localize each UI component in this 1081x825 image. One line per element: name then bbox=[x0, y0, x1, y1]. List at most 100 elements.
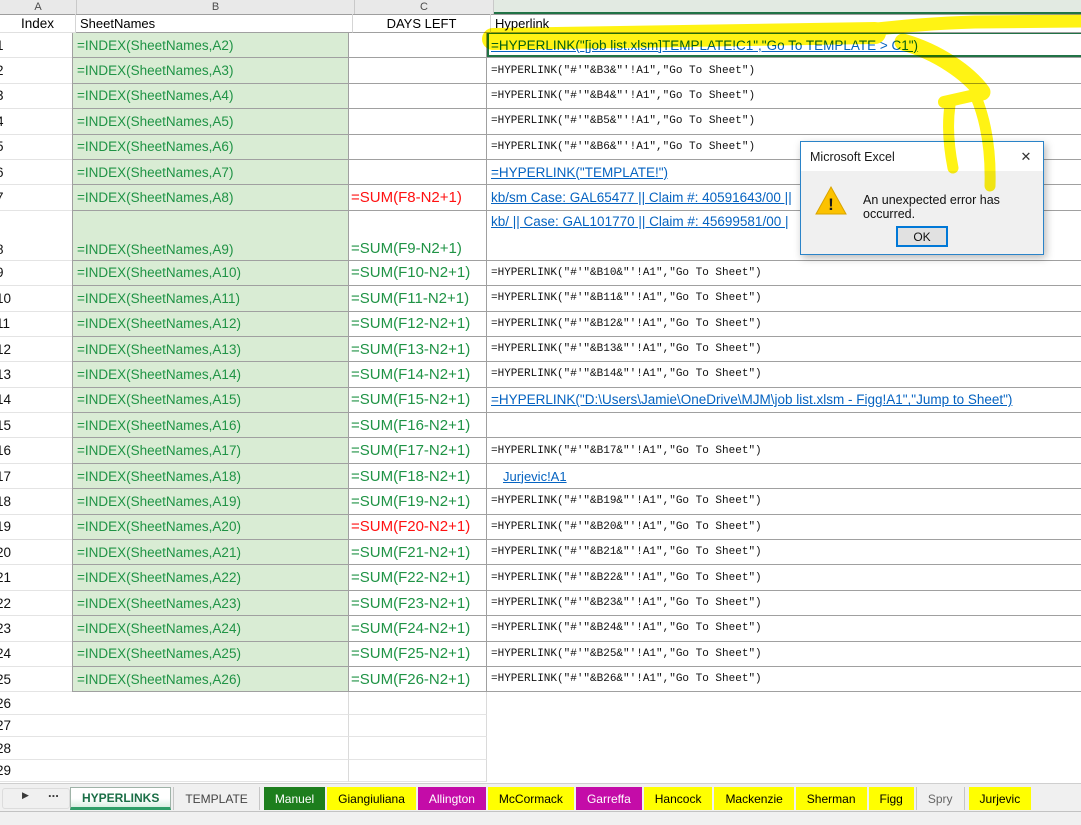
sheetname-formula-cell[interactable]: =INDEX(SheetNames,A14) bbox=[72, 362, 349, 388]
days-left-formula-cell[interactable]: =SUM(F14-N2+1) bbox=[349, 362, 487, 388]
hyperlink-cell[interactable]: =HYPERLINK("#'"&B6&"'!A1","Go To Sheet") bbox=[487, 135, 1081, 160]
index-cell[interactable]: 22 bbox=[0, 591, 72, 617]
cell-d1-hyperlink-header[interactable]: Hyperlink bbox=[491, 14, 1081, 33]
days-left-formula-cell[interactable] bbox=[349, 159, 487, 186]
sheet-tab-mccormack[interactable]: McCormack bbox=[487, 787, 574, 810]
cell-a1-index-header[interactable]: Index bbox=[0, 14, 76, 33]
index-cell[interactable]: 10 bbox=[0, 286, 72, 312]
sheetname-formula-cell[interactable]: =INDEX(SheetNames,A24) bbox=[72, 616, 349, 642]
days-left-formula-cell[interactable] bbox=[349, 109, 487, 135]
sheet-tab-sherman[interactable]: Sherman bbox=[795, 787, 867, 810]
index-cell[interactable]: 2 bbox=[0, 58, 72, 84]
days-left-formula-cell[interactable] bbox=[349, 33, 487, 59]
empty-cell[interactable] bbox=[487, 737, 1081, 760]
index-cell[interactable]: 3 bbox=[0, 84, 72, 110]
index-cell[interactable]: 14 bbox=[0, 388, 72, 414]
sheetname-formula-cell[interactable]: =INDEX(SheetNames,A2) bbox=[72, 33, 349, 59]
sheet-tab-mackenzie[interactable]: Mackenzie bbox=[714, 787, 794, 810]
hyperlink-cell[interactable]: =HYPERLINK("#'"&B3&"'!A1","Go To Sheet") bbox=[487, 58, 1081, 84]
sheet-tab-giangiuliana[interactable]: Giangiuliana bbox=[327, 787, 416, 810]
hyperlink-cell[interactable]: =HYPERLINK("D:\Users\Jamie\OneDrive\MJM\… bbox=[487, 388, 1081, 414]
index-cell[interactable]: 5 bbox=[0, 135, 72, 160]
hyperlink-cell[interactable]: =HYPERLINK("#'"&B10&"'!A1","Go To Sheet"… bbox=[487, 261, 1081, 287]
index-cell[interactable]: 7 bbox=[0, 185, 72, 211]
hyperlink-cell[interactable]: =HYPERLINK("#'"&B11&"'!A1","Go To Sheet"… bbox=[487, 286, 1081, 312]
days-left-formula-cell[interactable]: =SUM(F22-N2+1) bbox=[349, 565, 487, 591]
index-cell[interactable]: 21 bbox=[0, 565, 72, 591]
days-left-formula-cell[interactable]: =SUM(F25-N2+1) bbox=[349, 641, 487, 667]
empty-cell[interactable] bbox=[72, 759, 349, 783]
days-left-formula-cell[interactable]: =SUM(F16-N2+1) bbox=[349, 413, 487, 439]
days-left-formula-cell[interactable]: =SUM(F23-N2+1) bbox=[349, 590, 487, 617]
hyperlink-cell[interactable]: =HYPERLINK("TEMPLATE!") bbox=[487, 160, 1081, 186]
hyperlink-cell[interactable]: =HYPERLINK("#'"&B24&"'!A1","Go To Sheet"… bbox=[487, 616, 1081, 642]
column-header-a[interactable]: A bbox=[0, 0, 77, 14]
sheetname-formula-cell[interactable]: =INDEX(SheetNames,A23) bbox=[72, 590, 349, 617]
sheetname-formula-cell[interactable]: =INDEX(SheetNames,A25) bbox=[72, 641, 349, 667]
hyperlink-cell[interactable]: =HYPERLINK("#'"&B26&"'!A1","Go To Sheet"… bbox=[487, 667, 1081, 693]
index-cell[interactable]: 25 bbox=[0, 667, 72, 693]
days-left-formula-cell[interactable]: =SUM(F24-N2+1) bbox=[349, 616, 487, 642]
empty-cell[interactable] bbox=[349, 759, 487, 783]
index-cell[interactable]: 17 bbox=[0, 464, 72, 490]
hyperlink-cell[interactable]: =HYPERLINK("#'"&B17&"'!A1","Go To Sheet"… bbox=[487, 438, 1081, 464]
sheetname-formula-cell[interactable]: =INDEX(SheetNames,A16) bbox=[72, 413, 349, 439]
hyperlink-cell[interactable]: =HYPERLINK("#'"&B23&"'!A1","Go To Sheet"… bbox=[487, 591, 1081, 617]
days-left-formula-cell[interactable]: =SUM(F12-N2+1) bbox=[349, 311, 487, 337]
sheet-tab-figg[interactable]: Figg bbox=[868, 787, 914, 810]
index-cell[interactable]: 24 bbox=[0, 642, 72, 667]
sheetname-formula-cell[interactable]: =INDEX(SheetNames,A21) bbox=[72, 540, 349, 566]
days-left-formula-cell[interactable]: =SUM(F11-N2+1) bbox=[349, 286, 487, 312]
index-cell[interactable]: 9 bbox=[0, 261, 72, 287]
sheetname-formula-cell[interactable]: =INDEX(SheetNames,A18) bbox=[72, 463, 349, 490]
column-header-b[interactable]: B bbox=[77, 0, 355, 14]
sheetname-formula-cell[interactable]: =INDEX(SheetNames,A15) bbox=[72, 387, 349, 414]
hyperlink-cell[interactable]: =HYPERLINK("#'"&B12&"'!A1","Go To Sheet"… bbox=[487, 312, 1081, 337]
empty-cell[interactable] bbox=[487, 760, 1081, 783]
hyperlink-cell[interactable]: =HYPERLINK("#'"&B4&"'!A1","Go To Sheet") bbox=[487, 84, 1081, 110]
column-header-c[interactable]: C bbox=[355, 0, 494, 14]
empty-cell[interactable] bbox=[487, 715, 1081, 738]
sheetname-formula-cell[interactable]: =INDEX(SheetNames,A17) bbox=[72, 438, 349, 464]
sheet-tab-hyperlinks[interactable]: HYPERLINKS bbox=[70, 787, 172, 810]
sheetname-formula-cell[interactable]: =INDEX(SheetNames,A26) bbox=[72, 666, 349, 693]
index-cell[interactable]: 29 bbox=[0, 760, 72, 783]
empty-cell[interactable] bbox=[349, 714, 487, 738]
hyperlink-cell[interactable]: kb/ || Case: GAL101770 || Claim #: 45699… bbox=[487, 211, 1081, 261]
days-left-formula-cell[interactable]: =SUM(F21-N2+1) bbox=[349, 540, 487, 566]
sheetname-formula-cell[interactable]: =INDEX(SheetNames,A20) bbox=[72, 514, 349, 541]
hyperlink-cell[interactable]: =HYPERLINK("#'"&B22&"'!A1","Go To Sheet"… bbox=[487, 565, 1081, 591]
days-left-formula-cell[interactable] bbox=[349, 83, 487, 110]
hyperlink-cell[interactable]: Jurjevic!A1 bbox=[487, 464, 1081, 490]
index-cell[interactable]: 6 bbox=[0, 160, 72, 186]
index-cell[interactable]: 1 bbox=[0, 33, 72, 59]
hyperlink-cell[interactable]: =HYPERLINK("#'"&B21&"'!A1","Go To Sheet"… bbox=[487, 540, 1081, 566]
empty-cell[interactable] bbox=[72, 737, 349, 760]
index-cell[interactable]: 15 bbox=[0, 413, 72, 439]
sheetname-formula-cell[interactable]: =INDEX(SheetNames,A12) bbox=[72, 311, 349, 337]
hyperlink-cell[interactable] bbox=[487, 413, 1081, 439]
hyperlink-cell[interactable]: =HYPERLINK("#'"&B25&"'!A1","Go To Sheet"… bbox=[487, 642, 1081, 667]
index-cell[interactable]: 4 bbox=[0, 109, 72, 135]
sheet-tab-allington[interactable]: Allington bbox=[417, 787, 486, 810]
empty-cell[interactable] bbox=[349, 737, 487, 760]
tab-scroll-right-icon[interactable]: ▶ bbox=[22, 790, 29, 800]
days-left-formula-cell[interactable]: =SUM(F9-N2+1) bbox=[349, 210, 487, 261]
days-left-formula-cell[interactable]: =SUM(F17-N2+1) bbox=[349, 438, 487, 464]
sheetname-formula-cell[interactable]: =INDEX(SheetNames,A5) bbox=[72, 109, 349, 135]
days-left-formula-cell[interactable]: =SUM(F10-N2+1) bbox=[349, 260, 487, 287]
sheetname-formula-cell[interactable]: =INDEX(SheetNames,A19) bbox=[72, 489, 349, 515]
empty-cell[interactable] bbox=[487, 692, 1081, 715]
column-header-d[interactable]: D bbox=[494, 0, 1081, 14]
sheetname-formula-cell[interactable]: =INDEX(SheetNames,A8) bbox=[72, 185, 349, 211]
days-left-formula-cell[interactable]: =SUM(F15-N2+1) bbox=[349, 387, 487, 414]
sheetname-formula-cell[interactable]: =INDEX(SheetNames,A22) bbox=[72, 565, 349, 591]
index-cell[interactable]: 13 bbox=[0, 362, 72, 388]
sheetname-formula-cell[interactable]: =INDEX(SheetNames,A6) bbox=[72, 134, 349, 160]
empty-cell[interactable] bbox=[349, 692, 487, 715]
sheet-tab-hancock[interactable]: Hancock bbox=[643, 787, 713, 810]
sheetname-formula-cell[interactable]: =INDEX(SheetNames,A7) bbox=[72, 159, 349, 186]
ok-button[interactable]: OK bbox=[896, 226, 948, 247]
hyperlink-cell[interactable]: =HYPERLINK("#'"&B13&"'!A1","Go To Sheet"… bbox=[487, 337, 1081, 363]
sheet-tab-jurjevic[interactable]: Jurjevic bbox=[968, 787, 1032, 810]
